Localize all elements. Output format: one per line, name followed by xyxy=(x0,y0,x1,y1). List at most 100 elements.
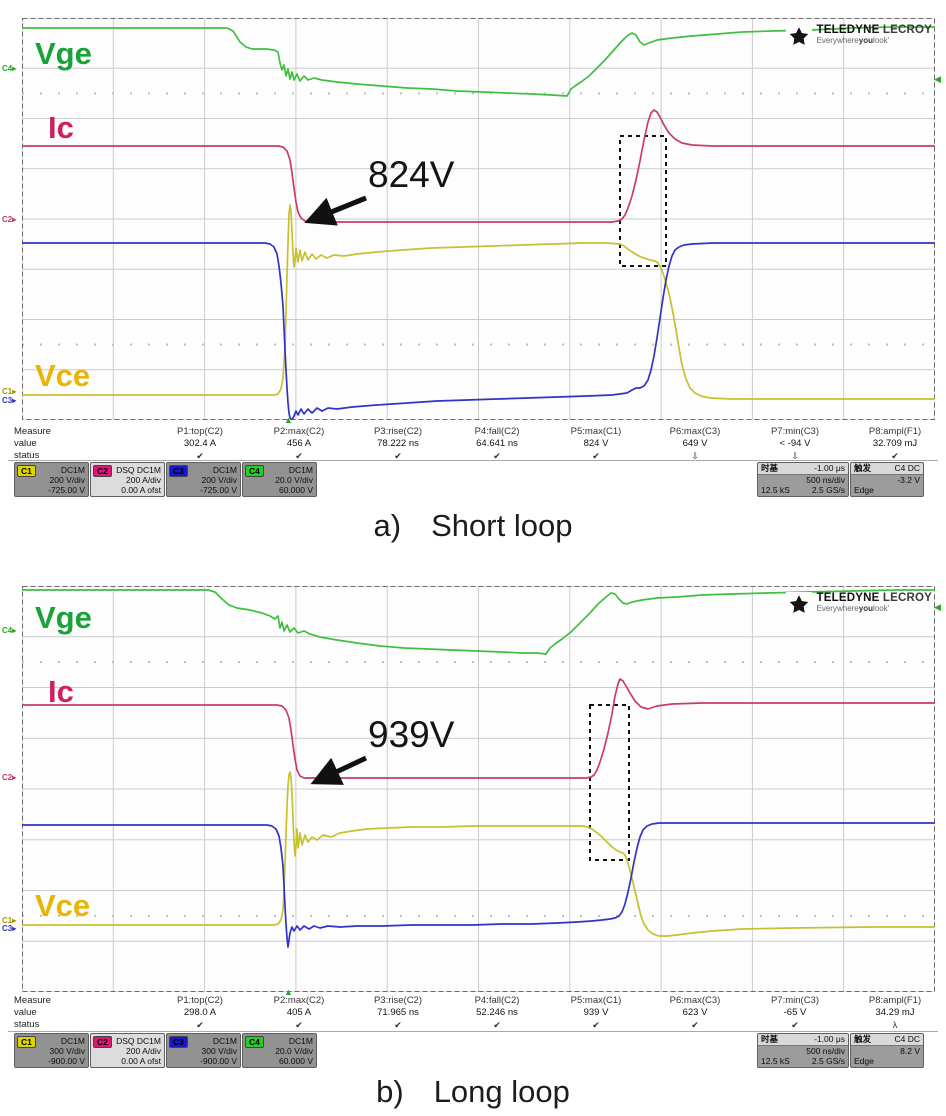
measure-param: P3:rise(C2) xyxy=(373,426,423,437)
trace-ic xyxy=(22,109,935,223)
switching-detail-dashed-box xyxy=(589,704,630,861)
measure-param: P7:min(C3) xyxy=(770,426,820,437)
measure-value: 298.0 A xyxy=(183,1007,217,1018)
measurement-p3: P3:rise(C2) 78.222 ns ✔ xyxy=(338,426,458,462)
measure-status-icon: ✔ xyxy=(891,451,899,461)
measure-row-labels: Measure value status xyxy=(14,995,51,1030)
channel-box-c1[interactable]: C1 DC1M 300 V/div -900.00 V xyxy=(14,1033,89,1068)
measure-value: 34.29 mJ xyxy=(875,1007,915,1018)
channel-coupling: DSQ DC1M xyxy=(116,465,161,475)
measure-value: 78.222 ns xyxy=(377,438,419,449)
channel-box-c2[interactable]: C2 DSQ DC1M 200 A/div 0.00 A ofst xyxy=(90,462,165,497)
channel-marker-c4-icon: C4▸ xyxy=(2,626,17,635)
channel-offset: 0.00 A ofst xyxy=(121,1056,161,1066)
measure-status-icon: λ xyxy=(892,1020,898,1030)
channel-coupling: DC1M xyxy=(60,465,85,475)
channel-tag-c2: C2 xyxy=(93,465,112,477)
measurement-p7: P7:min(C3) < -94 V ⇩ xyxy=(735,426,855,462)
waveform-plot xyxy=(22,586,935,992)
channel-marker-c1-icon: C1▸ xyxy=(2,387,17,396)
measurement-p2: P2:max(C2) 405 A ✔ xyxy=(239,995,359,1031)
measurement-p6: P6:max(C3) 623 V ✔ xyxy=(635,995,755,1031)
measurement-p2: P2:max(C2) 456 A ✔ xyxy=(239,426,359,462)
measure-value: 64.641 ns xyxy=(476,438,518,449)
trace-ic xyxy=(22,678,935,779)
channel-scale: 20.0 V/div xyxy=(275,1046,313,1056)
channel-scale: 300 V/div xyxy=(49,1046,85,1056)
measurement-p8: P8:ampl(F1) 32.709 mJ ✔ xyxy=(835,426,946,462)
measure-value: 939 V xyxy=(583,1007,609,1018)
measurement-p7: P7:min(C3) -65 V ✔ xyxy=(735,995,855,1031)
channel-descriptor-row: C1 DC1M 300 V/div -900.00 V C2 DSQ DC1M 200 A/… xyxy=(0,1033,946,1069)
caption-a: a) Short loop xyxy=(0,508,946,544)
measure-status-icon: ✔ xyxy=(295,451,303,461)
measure-status-icon: ⇩ xyxy=(691,451,699,461)
trigger-descriptor[interactable]: 触发 C4 DC 8.2 V Edge xyxy=(850,1033,924,1068)
measure-status-icon: ⇩ xyxy=(791,451,799,461)
measure-param: P4:fall(C2) xyxy=(474,426,520,437)
channel-tag-c1: C1 xyxy=(17,465,36,477)
measure-param: P2:max(C2) xyxy=(273,426,325,437)
measure-param: P6:max(C3) xyxy=(669,426,721,437)
measure-value: 32.709 mJ xyxy=(872,438,918,449)
channel-offset: 0.00 A ofst xyxy=(121,485,161,495)
trigger-time-marker-icon: ▲ xyxy=(284,415,293,425)
trace-label-ic: Ic xyxy=(48,674,74,709)
trace-label-vce: Vce xyxy=(35,358,91,393)
trace-label-ic: Ic xyxy=(48,110,74,145)
trace-c3 xyxy=(22,242,935,420)
channel-box-c3[interactable]: C3 DC1M 200 V/div -725.00 V xyxy=(166,462,241,497)
peak-voltage-annotation: 824V xyxy=(368,154,455,195)
peak-voltage-annotation: 939V xyxy=(368,714,455,755)
trigger-level-marker-icon: ◀ xyxy=(934,74,941,84)
divider xyxy=(8,1031,938,1032)
measurement-p1: P1:top(C2) 302.4 A ✔ xyxy=(140,426,260,462)
measurement-p5: P5:max(C1) 939 V ✔ xyxy=(536,995,656,1031)
measurement-p1: P1:top(C2) 298.0 A ✔ xyxy=(140,995,260,1031)
measure-value: < -94 V xyxy=(779,438,811,449)
measure-param: P6:max(C3) xyxy=(669,995,721,1006)
channel-box-c4[interactable]: C4 DC1M 20.0 V/div 60.000 V xyxy=(242,1033,317,1068)
measure-value: 52.246 ns xyxy=(476,1007,518,1018)
caption-a-label: Short loop xyxy=(431,508,573,543)
measure-row-labels: Measure value status xyxy=(14,426,51,461)
channel-coupling: DC1M xyxy=(60,1036,85,1046)
caption-b: b) Long loop xyxy=(0,1074,946,1110)
channel-marker-c4-icon: C4▸ xyxy=(2,64,17,73)
measure-value: 649 V xyxy=(682,438,708,449)
measure-value: 71.965 ns xyxy=(377,1007,419,1018)
measure-status-icon: ✔ xyxy=(691,1020,699,1030)
scope-graticule: Vge Ic Vce 939V TELEDYNE LECROY Everywhe… xyxy=(2,586,941,997)
channel-box-c3[interactable]: C3 DC1M 300 V/div -900.00 V xyxy=(166,1033,241,1068)
measure-status-icon: ✔ xyxy=(196,1020,204,1030)
channel-box-c2[interactable]: C2 DSQ DC1M 200 A/div 0.00 A ofst xyxy=(90,1033,165,1068)
channel-scale: 20.0 V/div xyxy=(275,475,313,485)
channel-coupling: DSQ DC1M xyxy=(116,1036,161,1046)
measure-status-icon: ✔ xyxy=(592,451,600,461)
channel-tag-c1: C1 xyxy=(17,1036,36,1048)
channel-offset: -725.00 V xyxy=(200,485,237,495)
channel-box-c4[interactable]: C4 DC1M 20.0 V/div 60.000 V xyxy=(242,462,317,497)
channel-offset: -900.00 V xyxy=(48,1056,85,1066)
channel-scale: 300 V/div xyxy=(201,1046,237,1056)
measure-value: -65 V xyxy=(783,1007,807,1018)
measure-value: 405 A xyxy=(286,1007,312,1018)
trigger-descriptor[interactable]: 触发 C4 DC -3.2 V Edge xyxy=(850,462,924,497)
measure-param: P5:max(C1) xyxy=(570,426,622,437)
channel-scale: 200 V/div xyxy=(201,475,237,485)
timebase-descriptor[interactable]: 时基 -1.00 μs 500 ns/div 12.5 kS 2.5 GS/s xyxy=(757,462,849,497)
channel-tag-c3: C3 xyxy=(169,1036,188,1048)
timebase-descriptor[interactable]: 时基 -1.00 μs 500 ns/div 12.5 kS 2.5 GS/s xyxy=(757,1033,849,1068)
channel-marker-c3-icon: C3▸ xyxy=(2,924,17,933)
measurement-p4: P4:fall(C2) 64.641 ns ✔ xyxy=(437,426,557,462)
annotation-arrow xyxy=(304,195,367,226)
channel-box-c1[interactable]: C1 DC1M 200 V/div -725.00 V xyxy=(14,462,89,497)
measurement-p5: P5:max(C1) 824 V ✔ xyxy=(536,426,656,462)
teledyne-lecroy-logo-icon xyxy=(785,24,812,50)
measurement-p3: P3:rise(C2) 71.965 ns ✔ xyxy=(338,995,458,1031)
channel-scale: 200 V/div xyxy=(49,475,85,485)
trace-c3 xyxy=(22,822,935,948)
channel-offset: -725.00 V xyxy=(48,485,85,495)
measure-value: 623 V xyxy=(682,1007,708,1018)
channel-offset: 60.000 V xyxy=(278,1056,313,1066)
